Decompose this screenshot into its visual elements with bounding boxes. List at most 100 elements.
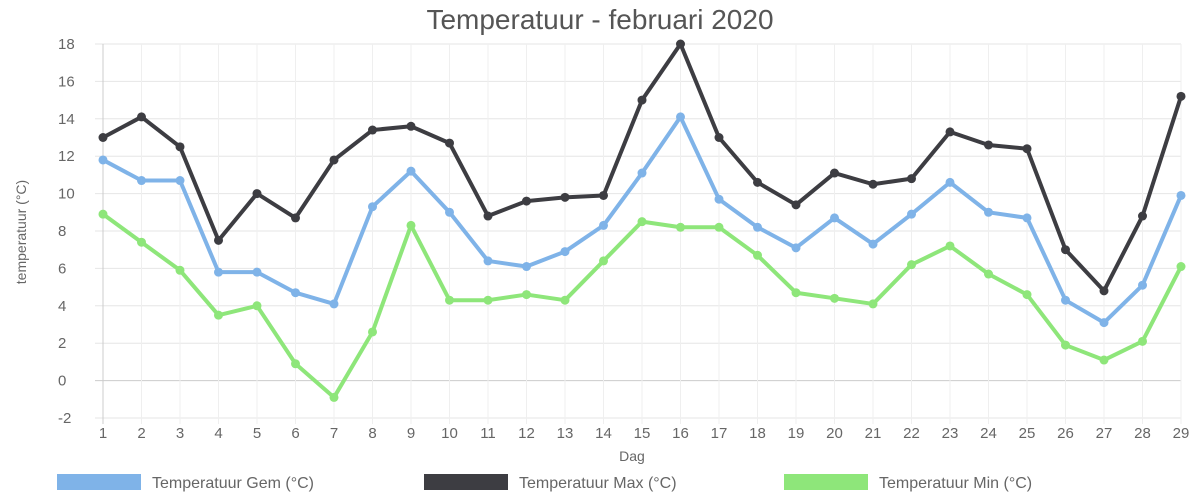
data-point[interactable]: [945, 241, 955, 251]
legend-label: Temperatuur Min (°C): [879, 475, 1032, 492]
legend-item[interactable]: Temperatuur Max (°C): [424, 474, 677, 492]
data-point[interactable]: [329, 155, 339, 165]
data-point[interactable]: [252, 189, 262, 199]
x-tick-label: 25: [1019, 425, 1036, 442]
x-tick-label: 14: [595, 425, 612, 442]
data-point[interactable]: [291, 213, 300, 223]
data-point[interactable]: [406, 220, 416, 230]
data-point[interactable]: [791, 200, 801, 210]
data-point[interactable]: [522, 196, 531, 206]
data-point[interactable]: [676, 112, 685, 122]
data-point[interactable]: [1061, 245, 1070, 255]
legend-item[interactable]: Temperatuur Min (°C): [784, 474, 1032, 492]
legend[interactable]: Temperatuur Gem (°C) Temperatuur Max (°C)…: [57, 474, 1032, 492]
data-point[interactable]: [445, 207, 454, 217]
data-point[interactable]: [676, 222, 685, 232]
data-point[interactable]: [907, 260, 916, 270]
data-point[interactable]: [560, 295, 570, 305]
data-point[interactable]: [560, 247, 570, 257]
data-point[interactable]: [252, 301, 262, 311]
data-point[interactable]: [522, 262, 531, 272]
data-point[interactable]: [1176, 262, 1186, 272]
data-point[interactable]: [753, 177, 762, 187]
data-point[interactable]: [637, 217, 647, 227]
data-point[interactable]: [368, 202, 377, 212]
data-point[interactable]: [1138, 211, 1147, 221]
data-point[interactable]: [599, 256, 608, 266]
data-point[interactable]: [483, 211, 493, 221]
data-point[interactable]: [368, 327, 377, 337]
data-point[interactable]: [791, 243, 801, 253]
data-point[interactable]: [98, 209, 108, 219]
data-point[interactable]: [907, 174, 916, 184]
data-point[interactable]: [175, 265, 185, 275]
data-point[interactable]: [599, 190, 608, 200]
data-point[interactable]: [445, 295, 454, 305]
data-point[interactable]: [1099, 318, 1109, 328]
data-point[interactable]: [137, 176, 146, 186]
data-point[interactable]: [175, 176, 185, 186]
data-point[interactable]: [329, 299, 339, 309]
y-tick-label: 10: [58, 186, 75, 203]
data-point[interactable]: [1099, 355, 1109, 365]
data-point[interactable]: [252, 267, 262, 277]
data-point[interactable]: [1022, 144, 1032, 154]
legend-item[interactable]: Temperatuur Gem (°C): [57, 474, 314, 492]
data-point[interactable]: [1099, 286, 1109, 296]
data-point[interactable]: [329, 392, 339, 402]
data-point[interactable]: [368, 125, 377, 135]
x-tick-label: 7: [330, 425, 338, 442]
data-point[interactable]: [945, 177, 955, 187]
data-point[interactable]: [175, 142, 185, 152]
data-point[interactable]: [1061, 295, 1070, 305]
x-tick-label: 13: [557, 425, 574, 442]
data-point[interactable]: [137, 112, 146, 122]
data-point[interactable]: [483, 256, 493, 266]
data-point[interactable]: [945, 127, 955, 137]
data-point[interactable]: [98, 133, 108, 142]
data-point[interactable]: [1138, 336, 1147, 346]
data-point[interactable]: [868, 179, 878, 189]
data-point[interactable]: [830, 213, 839, 223]
data-point[interactable]: [137, 237, 146, 247]
data-point[interactable]: [445, 138, 454, 148]
x-tick-label: 1: [99, 425, 107, 442]
data-point[interactable]: [291, 288, 300, 298]
data-point[interactable]: [1022, 213, 1032, 223]
data-point[interactable]: [984, 269, 993, 279]
data-point[interactable]: [98, 155, 108, 165]
data-point[interactable]: [907, 209, 916, 219]
data-point[interactable]: [753, 222, 762, 232]
data-point[interactable]: [560, 192, 570, 202]
data-point[interactable]: [714, 133, 724, 142]
data-point[interactable]: [406, 121, 416, 131]
data-point[interactable]: [214, 267, 223, 277]
data-point[interactable]: [984, 207, 993, 217]
data-point[interactable]: [599, 220, 608, 230]
data-point[interactable]: [1176, 91, 1186, 101]
data-point[interactable]: [984, 140, 993, 150]
data-point[interactable]: [830, 293, 839, 303]
data-point[interactable]: [753, 250, 762, 260]
data-point[interactable]: [714, 222, 724, 232]
data-point[interactable]: [522, 290, 531, 300]
data-point[interactable]: [830, 168, 839, 178]
data-point[interactable]: [868, 299, 878, 309]
data-point[interactable]: [676, 39, 685, 49]
data-point[interactable]: [214, 310, 223, 320]
data-point[interactable]: [214, 235, 223, 245]
data-point[interactable]: [868, 239, 878, 249]
data-point[interactable]: [1138, 280, 1147, 290]
data-point[interactable]: [637, 168, 647, 178]
data-point[interactable]: [291, 359, 300, 369]
x-tick-label: 18: [749, 425, 766, 442]
x-tick-label: 29: [1173, 425, 1190, 442]
data-point[interactable]: [714, 194, 724, 204]
data-point[interactable]: [406, 166, 416, 176]
data-point[interactable]: [1176, 190, 1186, 200]
data-point[interactable]: [483, 295, 493, 305]
data-point[interactable]: [637, 95, 647, 105]
data-point[interactable]: [1022, 290, 1032, 300]
data-point[interactable]: [791, 288, 801, 298]
data-point[interactable]: [1061, 340, 1070, 350]
